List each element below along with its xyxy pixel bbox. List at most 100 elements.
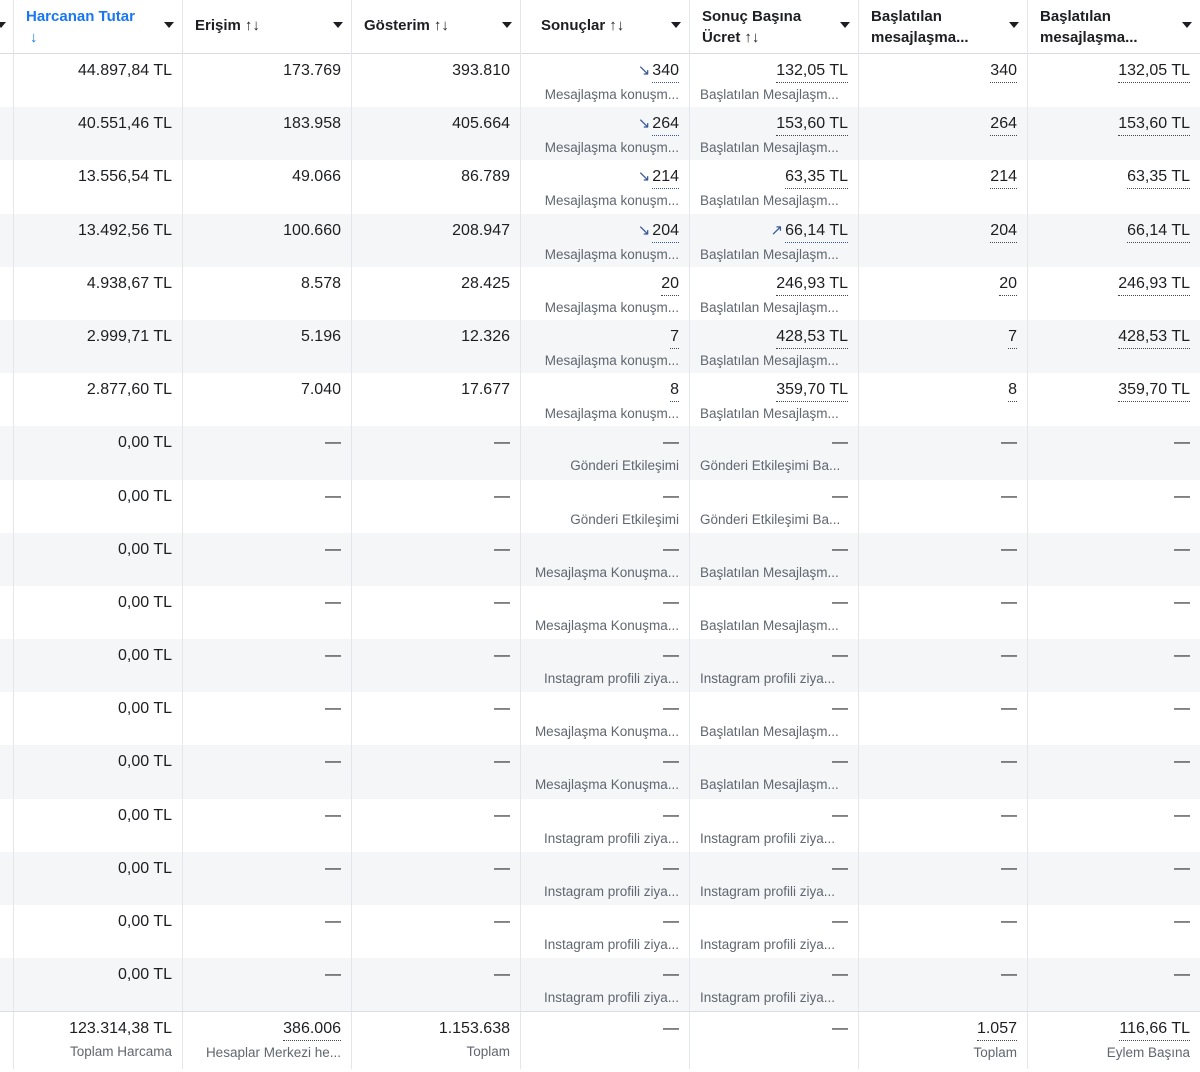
table-row[interactable]: 13.492,56 TL 100.660 208.947 ↘ 204 Mesajlaşma… (0, 213, 1200, 267)
messaging-cost-value[interactable]: 359,70 TL (1118, 379, 1190, 403)
cell-reach: 173.769 (183, 54, 352, 108)
total-messaging-started[interactable]: 1.057 (976, 1018, 1017, 1042)
spend-value: 2.999,71 TL (86, 327, 172, 345)
header-cost-per-result[interactable]: Sonuç Başına Ücret ↑↓ (690, 0, 859, 54)
cell-cost-per-result: 63,35 TL Başlatılan Mesajlaşm... (690, 160, 859, 214)
spend-value: 4.938,67 TL (86, 274, 172, 292)
header-spend[interactable]: Harcanan Tutar ↓ (14, 0, 183, 54)
impressions-value: 28.425 (461, 274, 510, 292)
cell-messaging-started: — (859, 692, 1028, 746)
cost-per-result-value[interactable]: 132,05 TL (776, 60, 848, 83)
results-value[interactable]: 340 (652, 60, 679, 83)
table-row[interactable]: 0,00 TL — — — Gönderi Etkileşimi — Gönderi Etk… (0, 479, 1200, 533)
cell-spend: 0,00 TL (14, 851, 183, 905)
total-messaging-started-label: Toplam (973, 1045, 1017, 1061)
header-messaging-cost-label: Başlatılan mesajlaşma... (1040, 8, 1138, 46)
table-row[interactable]: 13.556,54 TL 49.066 86.789 ↘ 214 Mesajlaşma k… (0, 160, 1200, 214)
cost-per-result-value[interactable]: 153,60 TL (776, 113, 848, 137)
footer-results: — (521, 1012, 690, 1070)
sort-desc-icon[interactable]: ↓ (30, 29, 38, 46)
header-messaging-cost[interactable]: Başlatılan mesajlaşma... (1028, 0, 1200, 54)
reach-value: 183.958 (283, 115, 341, 133)
results-value[interactable]: 214 (652, 166, 679, 190)
chevron-down-icon[interactable] (840, 22, 850, 28)
results-type: Mesajlaşma Konuşma... (534, 724, 679, 740)
chevron-down-icon[interactable] (333, 22, 343, 28)
messaging-cost-value[interactable]: 132,05 TL (1118, 60, 1190, 83)
cost-per-result-type: Instagram profili ziya... (700, 883, 836, 899)
messaging-started-value: — (1001, 593, 1017, 611)
results-value[interactable]: 264 (652, 113, 679, 137)
sort-icon[interactable]: ↑↓ (609, 17, 625, 34)
results-value: — (663, 487, 679, 505)
cost-per-result-value[interactable]: 359,70 TL (776, 379, 848, 403)
cost-per-result-value: — (832, 593, 848, 611)
cost-per-result-type: Başlatılan Mesajlaşm... (700, 617, 839, 633)
table-row[interactable]: 0,00 TL — — — Gönderi Etkileşimi — Gönderi Etk… (0, 426, 1200, 480)
results-value[interactable]: 204 (652, 220, 679, 243)
cell-reach: 49.066 (183, 160, 352, 214)
table-row[interactable]: 0,00 TL — — — Instagram profili ziya... — Inst… (0, 639, 1200, 693)
messaging-started-value[interactable]: 7 (1008, 326, 1017, 349)
messaging-cost-value[interactable]: 63,35 TL (1127, 166, 1190, 190)
results-value[interactable]: 7 (670, 326, 679, 349)
messaging-started-value[interactable]: 8 (1008, 379, 1017, 403)
cost-per-result-value[interactable]: 66,14 TL (785, 220, 848, 243)
chevron-down-icon[interactable] (164, 22, 174, 28)
table-row[interactable]: 40.551,46 TL 183.958 405.664 ↘ 264 Mesajlaşma… (0, 107, 1200, 161)
sort-icon[interactable]: ↑↓ (244, 17, 260, 34)
table-row[interactable]: 0,00 TL — — — Instagram profili ziya... — Inst… (0, 798, 1200, 852)
reach-value: — (325, 806, 341, 824)
header-results[interactable]: Sonuçlar ↑↓ (521, 0, 690, 54)
cell-messaging-started: — (859, 479, 1028, 533)
results-value[interactable]: 8 (670, 379, 679, 403)
row-gutter (0, 373, 14, 427)
total-reach[interactable]: 386.006 (283, 1018, 341, 1042)
cost-per-result-value[interactable]: 63,35 TL (785, 166, 848, 190)
sort-icon[interactable]: ↑↓ (744, 29, 760, 46)
table-row[interactable]: 4.938,67 TL 8.578 28.425 20 Mesajlaşma konuş… (0, 266, 1200, 320)
chevron-down-icon[interactable] (671, 22, 681, 28)
cost-per-result-value[interactable]: 428,53 TL (776, 326, 848, 349)
table-row[interactable]: 0,00 TL — — — Mesajlaşma Konuşma... — Başlatıl… (0, 692, 1200, 746)
table-row[interactable]: 2.877,60 TL 7.040 17.677 8 Mesajlaşma konuşm… (0, 373, 1200, 427)
cost-per-result-value[interactable]: 246,93 TL (776, 273, 848, 296)
messaging-cost-value[interactable]: 66,14 TL (1127, 220, 1190, 243)
messaging-started-value[interactable]: 204 (990, 220, 1017, 243)
cell-messaging-cost: — (1028, 426, 1200, 479)
cell-reach: — (183, 479, 352, 533)
header-impressions[interactable]: Gösterim ↑↓ (352, 0, 521, 54)
sort-icon[interactable]: ↑↓ (433, 17, 449, 34)
header-reach[interactable]: Erişim ↑↓ (183, 0, 352, 54)
messaging-started-value[interactable]: 340 (990, 60, 1017, 83)
cell-messaging-cost: — (1028, 852, 1200, 905)
total-messaging-cost[interactable]: 116,66 TL (1119, 1018, 1190, 1042)
cell-cost-per-result: — Başlatılan Mesajlaşm... (690, 745, 859, 799)
messaging-started-value[interactable]: 20 (999, 273, 1017, 296)
chevron-down-icon[interactable] (502, 22, 512, 28)
messaging-cost-value[interactable]: 246,93 TL (1118, 273, 1190, 296)
chevron-down-icon[interactable] (0, 22, 6, 28)
results-type: Instagram profili ziya... (543, 937, 679, 952)
table-row[interactable]: 0,00 TL — — — Instagram profili ziya... — Inst… (0, 851, 1200, 905)
table-row[interactable]: 0,00 TL — — — Instagram profili ziya... — Inst… (0, 958, 1200, 1012)
table-row[interactable]: 0,00 TL — — — Instagram profili ziya... — Inst… (0, 905, 1200, 959)
results-value[interactable]: 20 (661, 273, 679, 296)
table-row[interactable]: 0,00 TL — — — Mesajlaşma Konuşma... — Başlatıl… (0, 585, 1200, 640)
table-row[interactable]: 0,00 TL — — — Mesajlaşma Konuşma... — Başlatıl… (0, 532, 1200, 586)
messaging-started-value[interactable]: 264 (990, 113, 1017, 137)
messaging-started-value[interactable]: 214 (990, 166, 1017, 190)
chevron-down-icon[interactable] (1182, 22, 1192, 28)
results-type: Mesajlaşma konuşm... (544, 406, 679, 422)
header-messaging-started[interactable]: Başlatılan mesajlaşma... (859, 0, 1028, 54)
table-footer: 123.314,38 TL Toplam Harcama 386.006 Hes… (0, 1011, 1200, 1070)
table-row[interactable]: 44.897,84 TL 173.769 393.810 ↘ 340 Mesajlaşma… (0, 54, 1200, 108)
messaging-cost-value[interactable]: 428,53 TL (1118, 326, 1190, 349)
messaging-cost-value[interactable]: 153,60 TL (1118, 113, 1190, 137)
table-row[interactable]: 0,00 TL — — — Mesajlaşma Konuşma... — Başlatıl… (0, 745, 1200, 799)
cell-impressions: 12.326 (352, 319, 521, 374)
chevron-down-icon[interactable] (1009, 22, 1019, 28)
table-row[interactable]: 2.999,71 TL 5.196 12.326 7 Mesajlaşma konuşm… (0, 319, 1200, 374)
row-gutter (0, 851, 14, 905)
cell-impressions: — (352, 905, 521, 959)
